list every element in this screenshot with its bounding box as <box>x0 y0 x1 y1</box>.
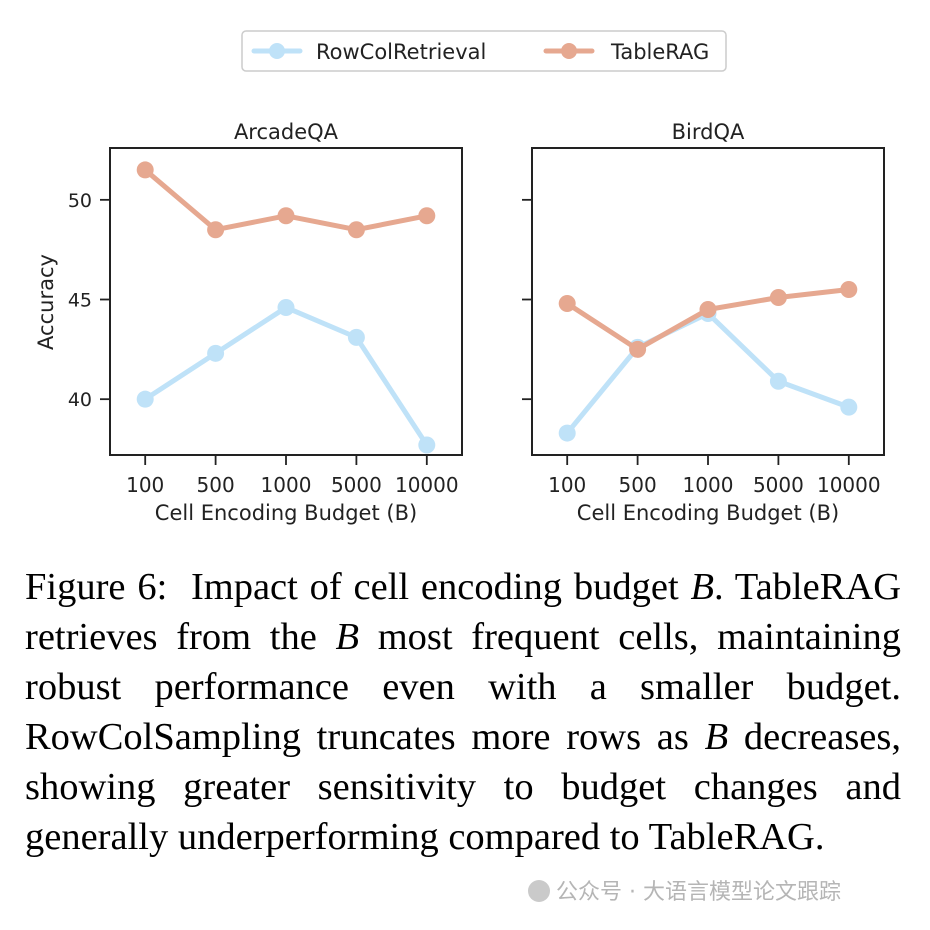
data-point-rowcolretrieval <box>840 398 858 416</box>
x-axis-label: Cell Encoding Budget (B) <box>155 501 417 525</box>
x-tick-label: 5000 <box>753 473 804 497</box>
x-tick-label: 100 <box>548 473 586 497</box>
figure: RowColRetrieval TableRAG ArcadeQA 40 45 … <box>34 30 885 525</box>
x-tick-label: 5000 <box>331 473 382 497</box>
legend-marker-tablerag <box>561 43 577 59</box>
caption-text: most frequent cells, maintaining robust … <box>25 616 902 758</box>
x-axis: 100 500 1000 5000 10000 Cell Encoding Bu… <box>548 455 881 525</box>
series-line-rowcolretrieval <box>142 304 430 448</box>
x-tick-label: 10000 <box>817 473 881 497</box>
x-tick-label: 1000 <box>683 473 734 497</box>
series-group <box>136 161 436 454</box>
legend-label-rowcol: RowColRetrieval <box>316 40 486 64</box>
y-axis-label: Accuracy <box>34 254 58 350</box>
data-point-rowcolretrieval <box>277 298 295 316</box>
data-point-rowcolretrieval <box>558 424 576 442</box>
y-tick-label: 50 <box>68 190 92 212</box>
legend: RowColRetrieval TableRAG <box>241 30 727 72</box>
caption-math-b: B <box>704 716 729 758</box>
wechat-icon <box>528 880 550 902</box>
x-tick-label: 500 <box>619 473 657 497</box>
data-point-tablerag <box>840 281 858 299</box>
data-point-tablerag <box>207 221 225 239</box>
series-group <box>558 281 858 442</box>
legend-label-tablerag: TableRAG <box>610 40 709 64</box>
data-point-rowcolretrieval <box>347 328 365 346</box>
caption-label: Figure 6: <box>25 566 168 608</box>
data-point-tablerag <box>136 161 154 179</box>
caption-math-b: B <box>690 566 715 608</box>
data-point-tablerag <box>558 294 576 312</box>
caption-math-b: B <box>335 616 360 658</box>
data-point-tablerag <box>699 300 717 318</box>
x-tick-label: 100 <box>126 473 164 497</box>
x-tick-label: 1000 <box>261 473 312 497</box>
panel-arcadeqa: ArcadeQA 40 45 50 Accuracy 100 500 1000 … <box>34 120 463 525</box>
watermark: 公众号 · 大语言模型论文跟踪 <box>528 874 841 906</box>
watermark-text: 公众号 · 大语言模型论文跟踪 <box>556 880 841 905</box>
x-tick-label: 10000 <box>395 473 459 497</box>
caption-text: decreases, showing greater sensitivity t… <box>25 716 901 858</box>
y-tick-label: 45 <box>68 290 92 312</box>
data-point-tablerag <box>347 221 365 239</box>
legend-marker-rowcol <box>269 43 285 59</box>
data-point-tablerag <box>277 207 295 225</box>
panel-title: ArcadeQA <box>234 120 339 144</box>
caption-text: Impact of cell encoding budget <box>190 566 691 608</box>
x-tick-label: 500 <box>197 473 235 497</box>
data-point-tablerag <box>769 289 787 307</box>
data-point-rowcolretrieval <box>769 372 787 390</box>
data-point-rowcolretrieval <box>136 390 154 408</box>
data-point-tablerag <box>418 207 436 225</box>
figure-caption: Figure 6: Impact of cell encoding budget… <box>25 562 901 862</box>
data-point-tablerag <box>629 340 647 358</box>
y-axis: 40 45 50 Accuracy <box>34 190 110 411</box>
data-point-rowcolretrieval <box>418 436 436 454</box>
y-axis <box>522 198 532 401</box>
y-tick-label: 40 <box>68 389 92 411</box>
x-axis-label: Cell Encoding Budget (B) <box>577 501 839 525</box>
panel-title: BirdQA <box>672 120 745 144</box>
caption-text: . TableRAG retrieves from the <box>25 566 902 658</box>
x-axis: 100 500 1000 5000 10000 Cell Encoding Bu… <box>126 455 459 525</box>
legend-frame <box>241 30 727 72</box>
data-point-rowcolretrieval <box>207 344 225 362</box>
panel-birdqa: BirdQA 100 500 1000 5000 10000 Cell Enco… <box>522 120 885 525</box>
